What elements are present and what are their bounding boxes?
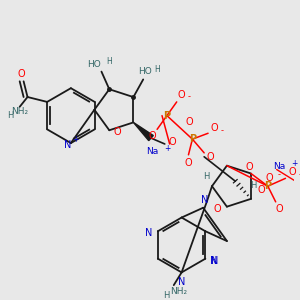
- Text: Na: Na: [146, 147, 158, 156]
- Text: -: -: [299, 170, 300, 179]
- Text: P: P: [189, 134, 196, 144]
- Text: H: H: [250, 181, 256, 190]
- Text: H: H: [203, 172, 209, 181]
- Text: -: -: [220, 126, 223, 135]
- Text: O: O: [213, 204, 221, 214]
- Text: N: N: [145, 228, 153, 238]
- Text: N: N: [201, 195, 209, 205]
- Text: P: P: [264, 181, 272, 191]
- Text: HO: HO: [87, 60, 100, 69]
- Text: -: -: [188, 92, 191, 101]
- Text: O: O: [18, 70, 26, 80]
- Text: O: O: [258, 184, 265, 195]
- Text: H: H: [7, 111, 13, 120]
- Text: O: O: [266, 173, 274, 183]
- Text: -: -: [277, 170, 280, 179]
- Text: H: H: [154, 65, 160, 74]
- Text: O: O: [206, 152, 214, 162]
- Text: NH₂: NH₂: [170, 286, 187, 296]
- Text: O: O: [185, 158, 192, 168]
- Text: HO: HO: [138, 67, 152, 76]
- Text: +: +: [291, 159, 298, 168]
- Text: NH₂: NH₂: [11, 107, 28, 116]
- Text: +: +: [73, 135, 79, 144]
- Polygon shape: [134, 122, 153, 141]
- Text: P: P: [163, 111, 170, 121]
- Text: O: O: [148, 131, 156, 141]
- Text: H: H: [106, 57, 112, 66]
- Text: N: N: [64, 140, 72, 150]
- Text: O: O: [210, 123, 218, 134]
- Text: O: O: [245, 162, 253, 172]
- Text: N: N: [209, 256, 217, 266]
- Text: O: O: [169, 137, 176, 147]
- Text: H: H: [163, 291, 169, 300]
- Text: O: O: [113, 127, 121, 137]
- Text: O: O: [178, 90, 185, 100]
- Text: O: O: [276, 204, 283, 214]
- Text: N: N: [211, 256, 218, 266]
- Text: O: O: [289, 167, 296, 178]
- Text: N: N: [178, 277, 185, 287]
- Text: Na: Na: [274, 162, 286, 171]
- Text: +: +: [164, 144, 170, 153]
- Text: O: O: [186, 116, 193, 127]
